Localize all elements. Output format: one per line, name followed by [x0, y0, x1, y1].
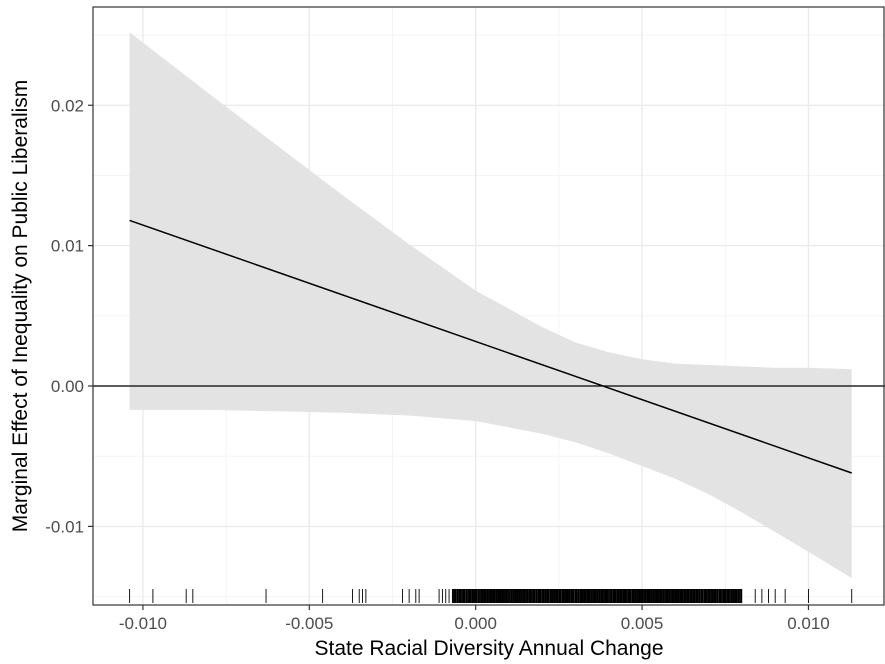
y-tick-label: 0.01 — [51, 237, 84, 256]
y-axis-title: Marginal Effect of Inequality on Public … — [9, 80, 32, 533]
y-tick-label: -0.01 — [45, 517, 84, 536]
rug-marks — [129, 589, 853, 603]
confidence-band — [129, 32, 852, 579]
y-axis-ticks: -0.01 0.00 0.01 0.02 — [45, 96, 93, 536]
x-tick-label: -0.010 — [119, 614, 167, 633]
confidence-band-area — [129, 32, 852, 579]
estimate-line-path — [129, 219, 852, 474]
x-tick-label: 0.005 — [621, 614, 664, 633]
estimate-line — [129, 219, 852, 474]
y-tick-label: 0.00 — [51, 377, 84, 396]
x-axis-ticks: -0.010 -0.005 0.000 0.005 0.010 — [119, 605, 830, 633]
x-tick-label: 0.000 — [454, 614, 497, 633]
x-axis-title: State Racial Diversity Annual Change — [314, 637, 663, 660]
x-tick-label: -0.005 — [285, 614, 333, 633]
y-tick-label: 0.02 — [51, 96, 84, 115]
panel-border — [92, 6, 885, 606]
x-tick-label: 0.010 — [787, 614, 830, 633]
